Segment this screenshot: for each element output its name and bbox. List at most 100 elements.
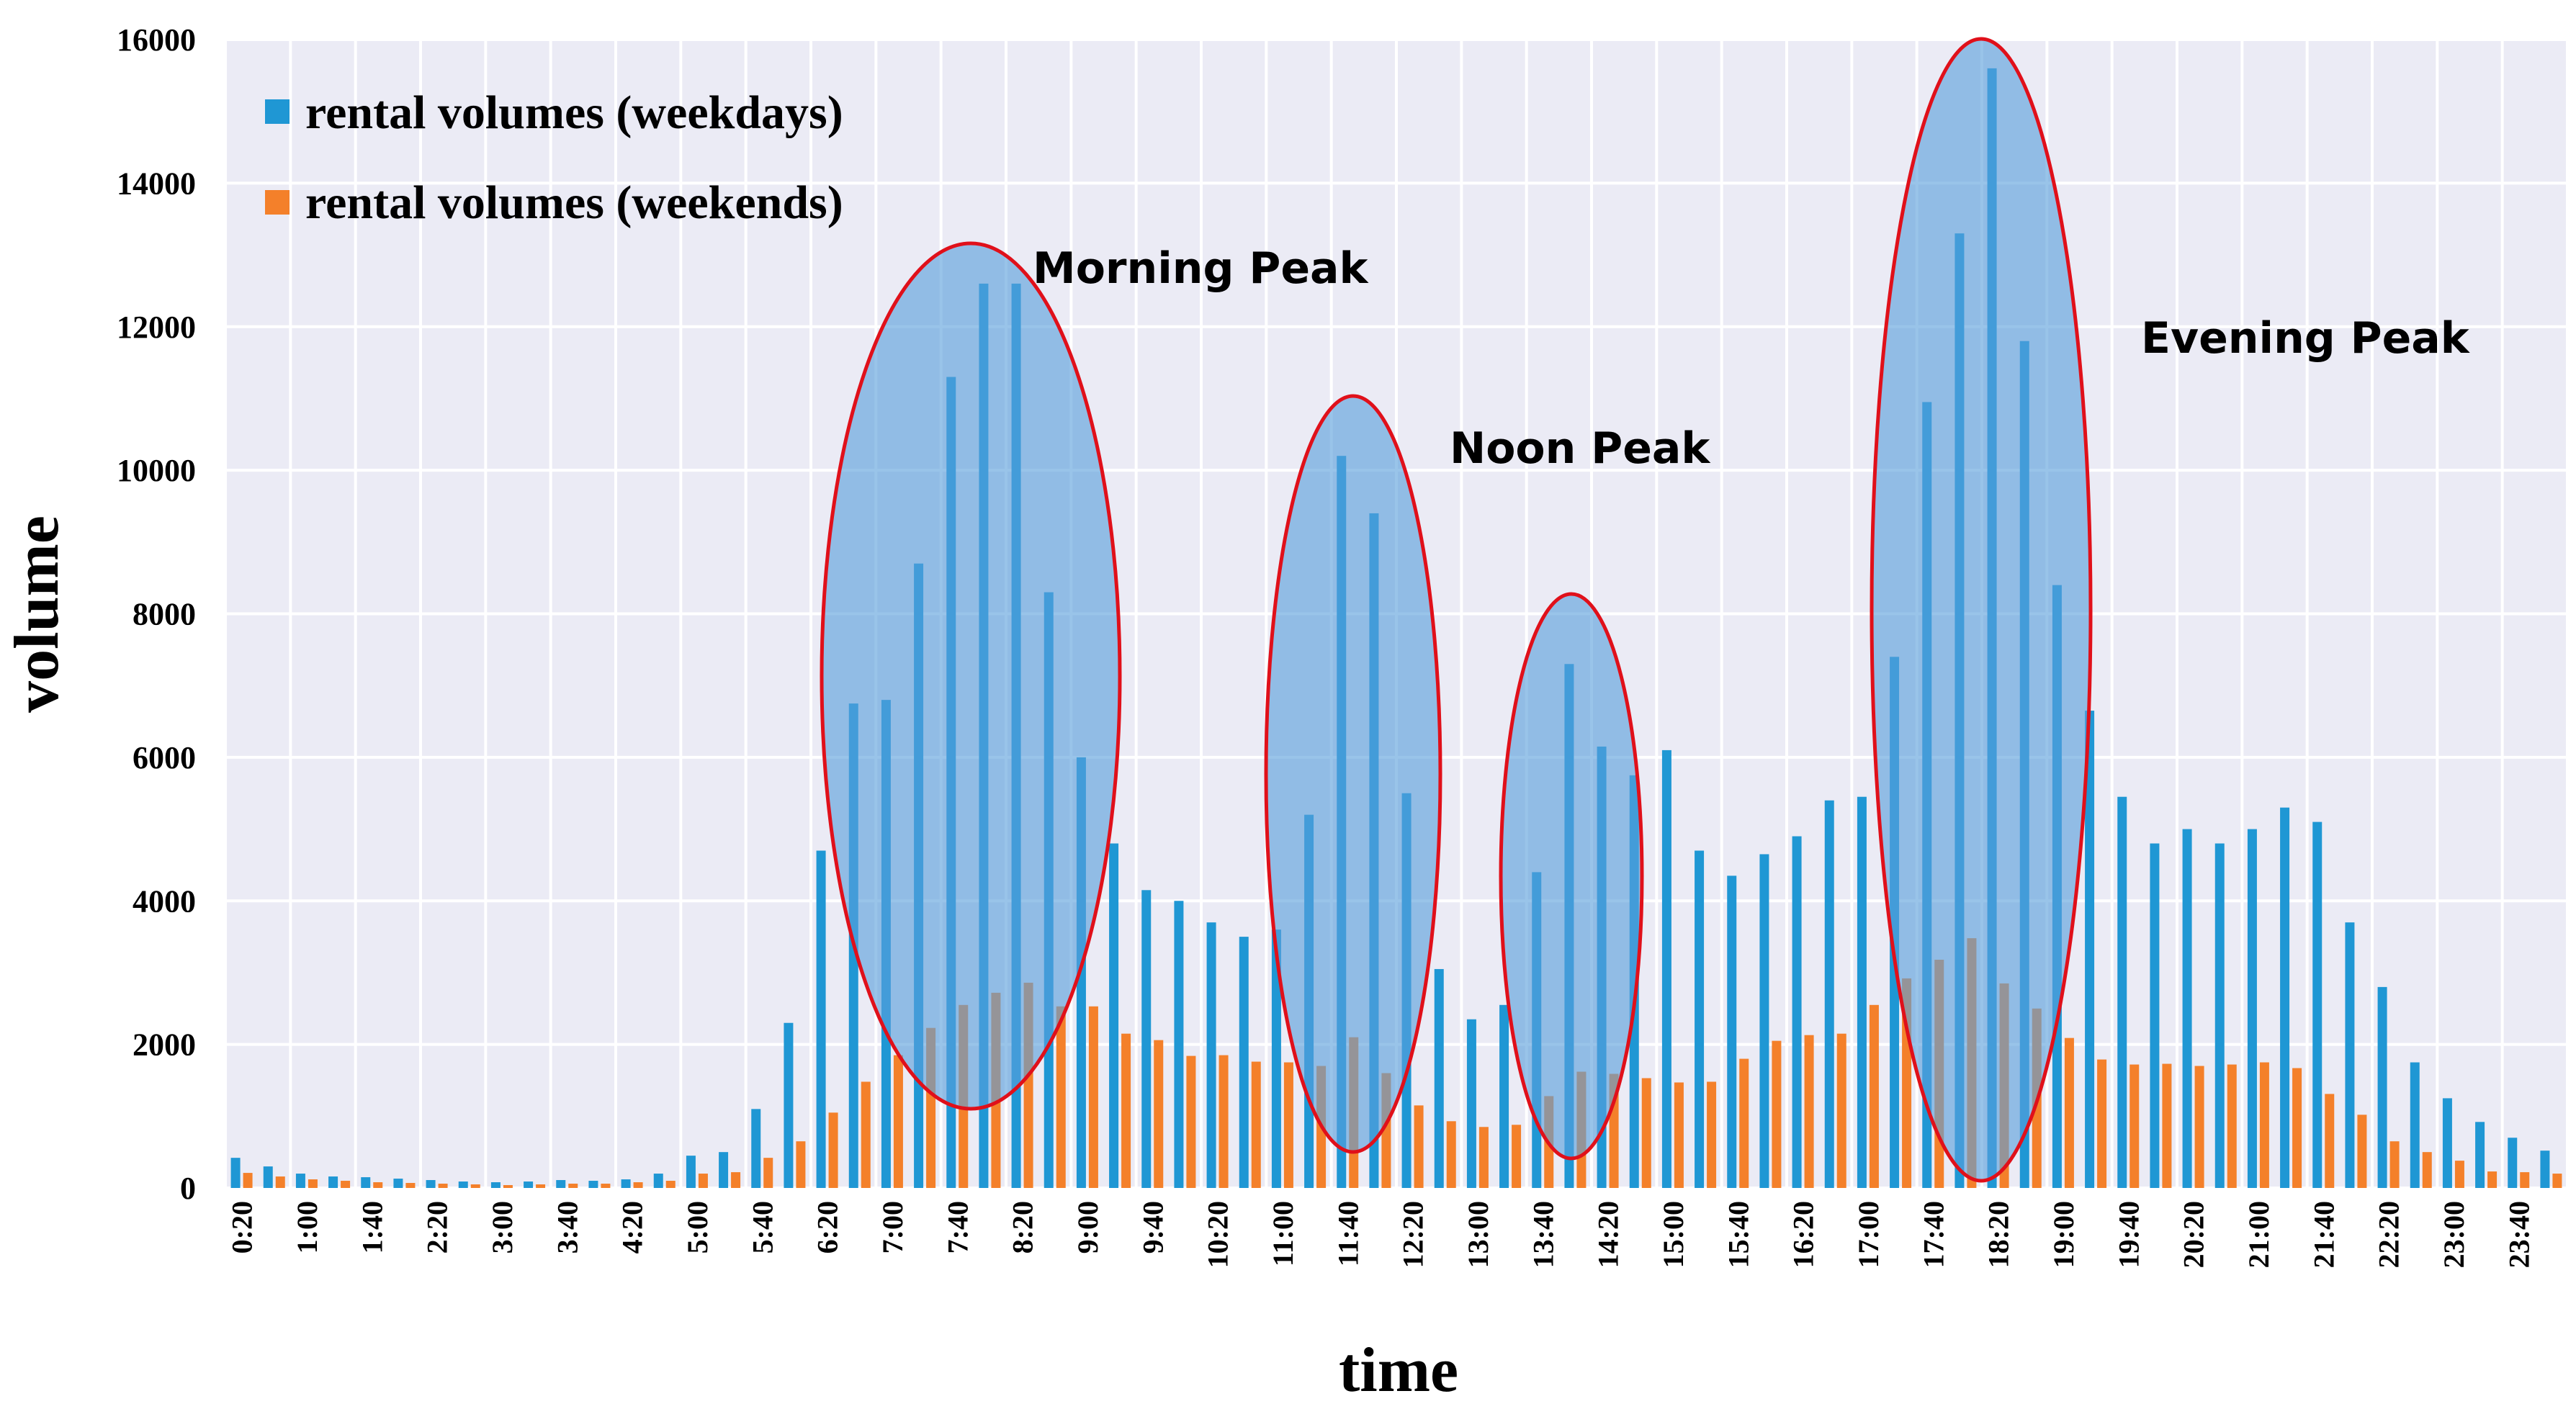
x-tick-label: 4:20 (616, 1201, 649, 1253)
x-tick-label: 19:40 (2112, 1201, 2145, 1268)
noon-peak-ellipse (1264, 394, 1442, 1154)
bar-weekends (1056, 1006, 1066, 1188)
bar-weekdays (653, 1174, 663, 1188)
y-axis-ticks: 0 2000 4000 6000 8000 10000 12000 14000 16000 (117, 22, 196, 1206)
bar-weekends (633, 1182, 643, 1188)
bar-weekends (601, 1184, 611, 1188)
bar-weekends (2357, 1115, 2367, 1188)
bar-weekends (2292, 1068, 2302, 1188)
bar-weekdays (2150, 843, 2160, 1188)
bar-weekdays (361, 1177, 371, 1188)
bar-weekends (1512, 1125, 1522, 1188)
bar-weekends (470, 1184, 480, 1188)
x-tick-label: 11:00 (1267, 1201, 1299, 1266)
bar-weekends (1707, 1081, 1717, 1188)
bar-weekdays (2508, 1138, 2518, 1188)
bar-weekdays (2117, 796, 2127, 1188)
bar-weekends (698, 1174, 708, 1188)
x-tick-label: 0:20 (226, 1201, 259, 1253)
x-tick-label: 7:40 (941, 1201, 974, 1253)
bar-weekends (1836, 1033, 1846, 1188)
bar-weekends (665, 1181, 676, 1188)
bar-weekdays (621, 1179, 631, 1188)
bar-weekends (2552, 1174, 2562, 1188)
bar-weekends (243, 1173, 253, 1188)
bar-weekends (275, 1176, 285, 1188)
bar-weekends (1739, 1058, 1749, 1188)
x-tick-label: 23:40 (2503, 1201, 2535, 1268)
bar-weekends (1641, 1078, 1651, 1188)
bar-weekdays (2182, 829, 2192, 1188)
bar-weekdays (524, 1181, 534, 1188)
bar-weekdays (1824, 800, 1834, 1188)
bar-weekdays (556, 1180, 566, 1188)
x-tick-label: 21:00 (2243, 1201, 2275, 1268)
bar-weekdays (426, 1180, 436, 1188)
bar-weekdays (2442, 1098, 2452, 1188)
x-tick-label: 13:00 (1462, 1201, 1494, 1268)
bar-weekends (893, 1055, 903, 1188)
x-tick-label: 6:20 (812, 1201, 844, 1253)
y-tick-label: 0 (180, 1171, 196, 1206)
bar-weekdays (1792, 836, 1802, 1188)
bar-weekends (1219, 1055, 1229, 1188)
bar-weekdays (2247, 829, 2257, 1188)
bar-weekends (2162, 1063, 2172, 1188)
bar-weekends (1251, 1061, 1261, 1188)
bar-weekdays (1109, 843, 1119, 1188)
bar-weekends (2487, 1171, 2498, 1188)
annotation-noon-peak: Noon Peak (1450, 423, 1711, 474)
bar-weekdays (2540, 1151, 2550, 1188)
bar-weekdays (1695, 850, 1705, 1188)
bar-weekdays (1661, 749, 1671, 1188)
bar-weekends (2520, 1172, 2530, 1188)
y-axis-title: volume (2, 516, 72, 713)
bar-weekends (373, 1182, 383, 1188)
legend-label-weekdays: rental volumes (weekdays) (305, 86, 843, 139)
bar-weekends (2389, 1141, 2400, 1188)
x-tick-label: 8:20 (1007, 1201, 1039, 1253)
peak-highlights (820, 37, 2093, 1183)
bar-weekends (1186, 1055, 1196, 1188)
bar-weekends (2227, 1064, 2237, 1188)
x-tick-label: 15:00 (1657, 1201, 1689, 1268)
bar-weekdays (1466, 1019, 1476, 1188)
bar-weekends (1869, 1004, 1879, 1188)
bar-weekends (796, 1141, 806, 1188)
bar-weekends (828, 1112, 838, 1188)
x-tick-label: 9:40 (1136, 1201, 1169, 1253)
bar-weekdays (230, 1158, 241, 1188)
afternoon-peak-ellipse (1499, 592, 1644, 1161)
bar-weekdays (686, 1156, 696, 1188)
evening-peak-ellipse (1870, 37, 2093, 1183)
x-tick-label: 20:20 (2178, 1201, 2210, 1268)
x-tick-label: 23:00 (2438, 1201, 2470, 1268)
bar-weekends (2194, 1066, 2204, 1188)
bar-weekdays (2280, 807, 2290, 1188)
x-tick-label: 10:20 (1202, 1201, 1234, 1268)
x-tick-label: 22:20 (2373, 1201, 2405, 1268)
bar-weekends (308, 1179, 318, 1188)
x-tick-label: 11:40 (1332, 1201, 1364, 1266)
y-tick-label: 4000 (133, 883, 196, 919)
bar-weekdays (1239, 937, 1249, 1188)
bar-weekdays (393, 1179, 403, 1188)
x-tick-label: 3:00 (486, 1201, 519, 1253)
bar-weekends (2259, 1062, 2269, 1188)
bar-weekends (503, 1185, 513, 1188)
x-tick-label: 17:40 (1917, 1201, 1949, 1268)
legend-swatch-weekdays (265, 99, 290, 124)
legend-label-weekends: rental volumes (weekends) (305, 176, 843, 229)
x-tick-label: 12:20 (1397, 1201, 1430, 1268)
bar-weekends (2064, 1037, 2074, 1188)
bar-weekdays (1434, 968, 1444, 1188)
x-tick-label: 3:40 (551, 1201, 583, 1253)
bar-weekdays (458, 1181, 468, 1188)
bar-weekends (1121, 1033, 1131, 1188)
bar-weekends (2325, 1094, 2335, 1188)
annotation-morning-peak: Morning Peak (1033, 243, 1370, 294)
bar-weekends (1772, 1040, 1782, 1188)
bar-weekdays (328, 1176, 338, 1188)
bar-weekends (763, 1158, 773, 1188)
x-tick-label: 21:40 (2307, 1201, 2340, 1268)
